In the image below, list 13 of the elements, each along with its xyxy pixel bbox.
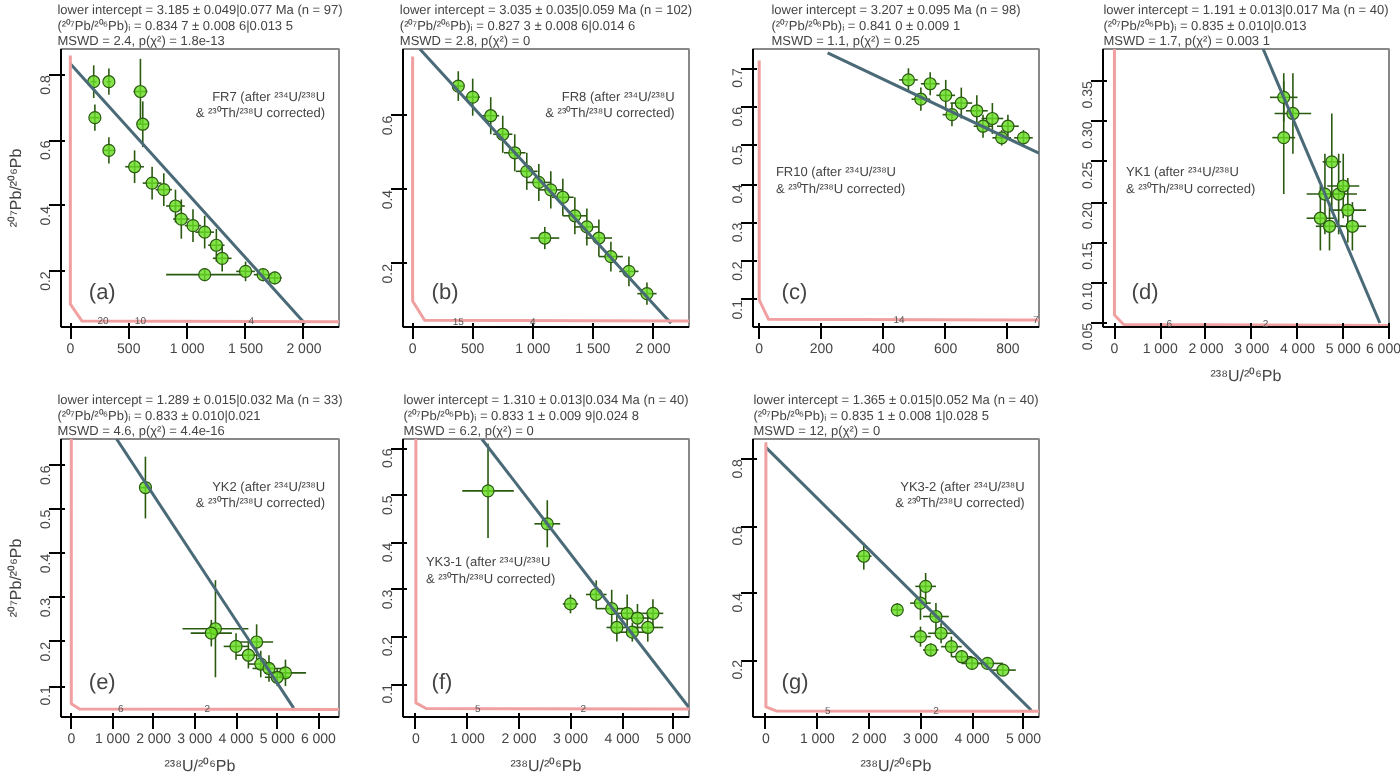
y-axis-title: ²⁰⁷Pb/²⁰⁶Pb [7, 537, 25, 618]
annotation: (d) [1131, 280, 1159, 305]
x-axis-title: ²³⁸U/²⁰⁶Pb [510, 757, 583, 775]
annotation: (a) [88, 280, 116, 305]
annotation: (c) [781, 280, 808, 305]
y-axis-title: ²⁰⁷Pb/²⁰⁶Pb [7, 147, 25, 228]
x-axis-title: ²³⁸U/²⁰⁶Pb [164, 757, 237, 775]
x-axis-title: ²³⁸U/²⁰⁶Pb [860, 757, 933, 775]
annotation: (b) [431, 280, 459, 305]
annotation: (g) [781, 670, 809, 695]
x-axis-title: ²³⁸U/²⁰⁶Pb [1210, 367, 1283, 385]
annotation: (e) [88, 670, 116, 695]
annotation: (f) [431, 670, 453, 695]
